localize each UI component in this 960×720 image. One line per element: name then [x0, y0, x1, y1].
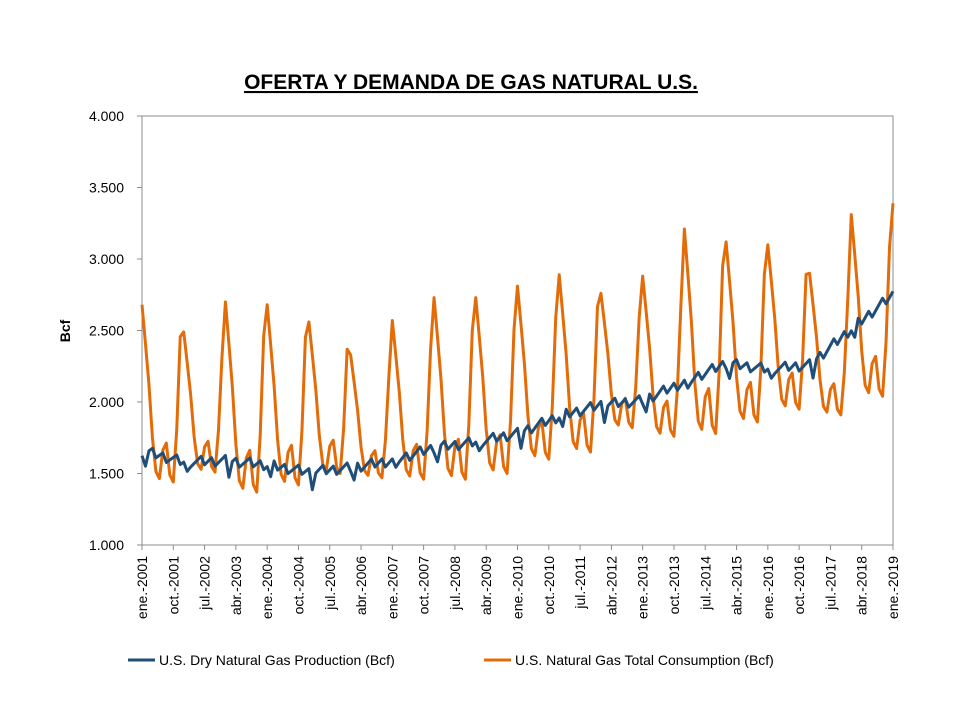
y-tick-label: 2.000 — [89, 394, 124, 410]
x-tick-label: ene.-2001 — [134, 556, 150, 619]
x-tick-label: jul.-2008 — [447, 556, 463, 611]
x-axis: ene.-2001 oct.-2001 jul.-2002 abr.-2003 ene.… — [134, 545, 901, 619]
x-tick-label: abr.-2009 — [478, 556, 494, 615]
x-tick-label: abr.-2003 — [228, 556, 244, 615]
series-layer — [140, 203, 895, 494]
y-tick-label: 3.500 — [89, 180, 124, 196]
x-tick-label: ene.-2016 — [760, 556, 776, 619]
plot-border — [141, 115, 894, 546]
x-tick-label: ene.-2007 — [384, 556, 400, 619]
legend-label-consumption: U.S. Natural Gas Total Consumption (Bcf) — [515, 652, 774, 668]
x-tick-label: oct.-2013 — [666, 556, 682, 615]
x-tick-label: ene.-2013 — [635, 556, 651, 619]
x-tick-label: oct.-2016 — [791, 556, 807, 615]
chart-title: OFERTA Y DEMANDA DE GAS NATURAL U.S. — [244, 71, 698, 94]
x-tick-label: oct.-2007 — [416, 556, 432, 615]
y-tick-label: 1.000 — [89, 537, 124, 553]
legend: U.S. Dry Natural Gas Production (Bcf) U.… — [128, 652, 774, 668]
series-line-consumption — [140, 203, 895, 494]
y-tick-label: 1.500 — [89, 466, 124, 482]
plot-area — [141, 115, 894, 546]
x-tick-label: ene.-2010 — [510, 556, 526, 619]
x-tick-label: abr.-2012 — [603, 556, 619, 615]
x-tick-label: abr.-2006 — [353, 556, 369, 615]
x-tick-label: ene.-2004 — [259, 556, 275, 619]
x-tick-label: oct.-2010 — [541, 556, 557, 615]
x-tick-label: oct.-2001 — [165, 556, 181, 615]
x-tick-label: jul.-2011 — [572, 556, 588, 610]
x-tick-label: abr.-2018 — [854, 556, 870, 615]
x-tick-label: jul.-2017 — [822, 556, 838, 611]
x-tick-label: jul.-2005 — [322, 556, 338, 611]
y-tick-label: 2.500 — [89, 323, 124, 339]
legend-label-production: U.S. Dry Natural Gas Production (Bcf) — [159, 652, 395, 668]
series-line-production — [140, 290, 895, 492]
x-tick-label: ene.-2019 — [885, 556, 901, 619]
y-tick-label: 4.000 — [89, 108, 124, 124]
y-tick-label: 3.000 — [89, 251, 124, 267]
x-tick-label: abr.-2015 — [729, 556, 745, 615]
x-tick-label: oct.-2004 — [290, 556, 306, 615]
x-tick-label: jul.-2002 — [197, 556, 213, 611]
y-axis: 1.000 1.500 2.000 2.500 3.000 3.500 4.000 — [89, 108, 142, 553]
y-axis-label: Bcf — [57, 319, 73, 342]
x-tick-label: jul.-2014 — [697, 556, 713, 611]
